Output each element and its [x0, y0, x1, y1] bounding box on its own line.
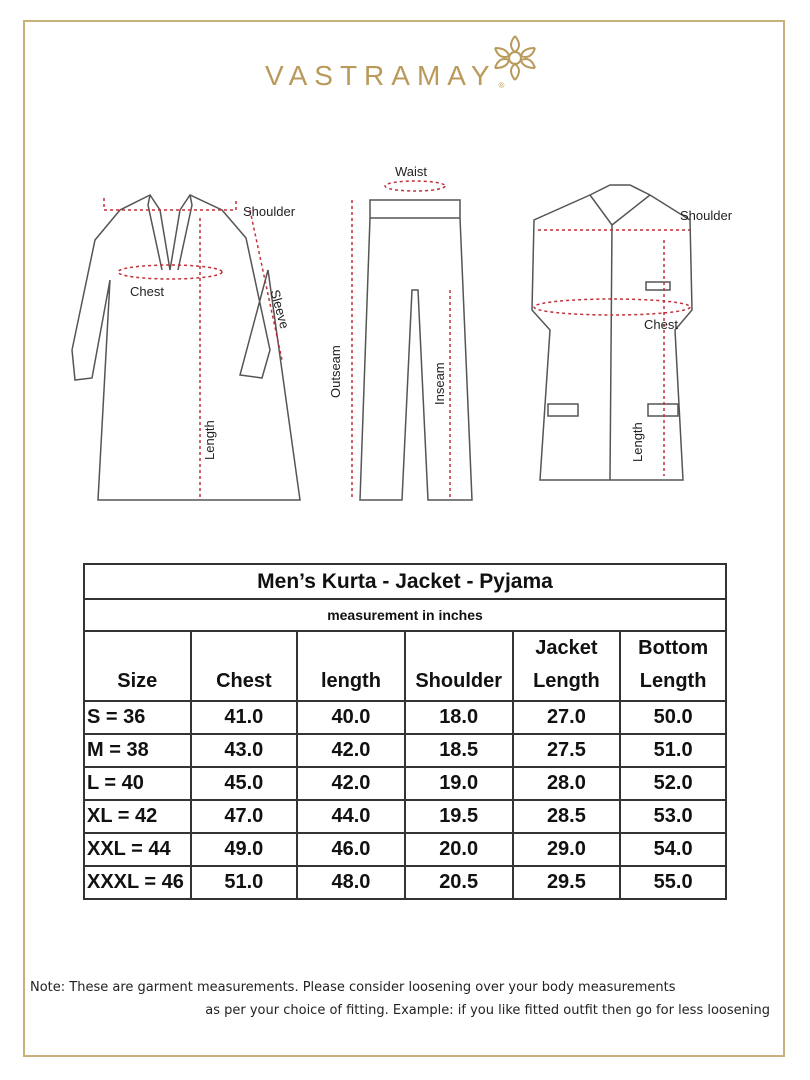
column-header-line: Shoulder: [415, 670, 502, 692]
size-cell: XXL = 44: [83, 832, 192, 867]
registered-mark: ®: [498, 81, 505, 90]
table-row: XXL = 44 49.0 46.0 20.0 29.0 54.0: [83, 832, 727, 867]
pyjama-outline: [359, 199, 473, 501]
fitting-note: Note: These are garment measurements. Pl…: [30, 976, 770, 1022]
column-header: Size: [83, 630, 192, 702]
column-header-line: Chest: [216, 670, 272, 692]
measurement-cell: 50.0: [619, 700, 727, 735]
table-title: Men’s Kurta - Jacket - Pyjama: [83, 563, 727, 600]
measurement-cell: 49.0: [189, 832, 299, 867]
measurement-cell: 20.5: [403, 865, 514, 900]
measurement-cell: 55.0: [619, 865, 727, 900]
jacket-length-label: Length: [630, 422, 645, 462]
column-header: Jacket Length: [511, 630, 622, 702]
table-row: S = 36 41.0 40.0 18.0 27.0 50.0: [83, 700, 727, 735]
brand-logo-group: VASTRAMAY ®: [265, 60, 504, 92]
table-row: L = 40 45.0 42.0 19.0 28.0 52.0: [83, 766, 727, 801]
measurement-cell: 29.0: [511, 832, 622, 867]
column-header-line: [406, 632, 512, 665]
column-header: Shoulder: [403, 630, 514, 702]
size-table: Men’s Kurta - Jacket - Pyjama measuremen…: [83, 563, 727, 900]
pyjama-waist-label: Waist: [395, 164, 428, 179]
measurement-cell: 45.0: [189, 766, 299, 801]
size-cell: S = 36: [83, 700, 192, 735]
column-header: Bottom Length: [619, 630, 727, 702]
table-row: XL = 42 47.0 44.0 19.5 28.5 53.0: [83, 799, 727, 834]
measurement-cell: 40.0: [296, 700, 406, 735]
measurement-cell: 19.5: [403, 799, 514, 834]
brand-logo: VASTRAMAY: [265, 60, 497, 91]
table-row: M = 38 43.0 42.0 18.5 27.5 51.0: [83, 733, 727, 768]
garment-diagrams: [71, 180, 693, 501]
measurement-cell: 41.0: [189, 700, 299, 735]
measurement-cell: 43.0: [189, 733, 299, 768]
measurement-cell: 52.0: [619, 766, 727, 801]
measurement-cell: 28.5: [511, 799, 622, 834]
column-header-line: Bottom: [638, 637, 709, 659]
pyjama-measure-lines: [351, 180, 451, 500]
size-cell: M = 38: [83, 733, 192, 768]
measurement-cell: 20.0: [403, 832, 514, 867]
kurta-length-label: Length: [202, 420, 217, 460]
measurement-cell: 48.0: [296, 865, 406, 900]
measurement-cell: 27.0: [511, 700, 622, 735]
jacket-shoulder-label: Shoulder: [680, 208, 733, 223]
measurement-cell: 54.0: [619, 832, 727, 867]
column-header-line: Length: [533, 670, 600, 692]
size-cell: XXXL = 46: [83, 865, 192, 900]
gold-frame: [23, 20, 785, 1057]
logo-flower-icon: [494, 35, 536, 81]
column-header-line: [298, 632, 404, 665]
pyjama-outseam-label: Outseam: [328, 345, 343, 398]
column-header-line: [192, 632, 297, 665]
measurement-cell: 19.0: [403, 766, 514, 801]
note-line-1: Note: These are garment measurements. Pl…: [30, 980, 676, 995]
pyjama-inseam-label: Inseam: [432, 362, 447, 405]
measurement-cell: 42.0: [296, 733, 406, 768]
size-cell: XL = 42: [83, 799, 192, 834]
size-cell: L = 40: [83, 766, 192, 801]
measurement-cell: 29.5: [511, 865, 622, 900]
kurta-outline: [71, 194, 301, 501]
measurement-cell: 28.0: [511, 766, 622, 801]
measurement-cell: 51.0: [189, 865, 299, 900]
column-header-line: Jacket: [535, 637, 598, 659]
column-header: Chest: [189, 630, 299, 702]
table-subtitle: measurement in inches: [83, 598, 727, 632]
kurta-shoulder-label: Shoulder: [243, 204, 296, 219]
measurement-cell: 27.5: [511, 733, 622, 768]
kurta-measure-lines: [103, 198, 283, 500]
table-header-row: Size Chest length Shoulder Jacket Length Botto…: [83, 630, 727, 702]
note-line-2: as per your choice of fitting. Example: …: [205, 1003, 770, 1018]
measurement-cell: 18.0: [403, 700, 514, 735]
measurement-cell: 53.0: [619, 799, 727, 834]
column-header-line: Size: [117, 670, 158, 692]
jacket-measure-lines: [533, 229, 691, 476]
measurement-cell: 46.0: [296, 832, 406, 867]
table-row: XXXL = 46 51.0 48.0 20.5 29.5 55.0: [83, 865, 727, 900]
column-header: length: [296, 630, 406, 702]
kurta-chest-label: Chest: [130, 284, 164, 299]
measurement-cell: 42.0: [296, 766, 406, 801]
column-header-line: length: [320, 670, 381, 692]
jacket-chest-label: Chest: [644, 317, 678, 332]
measurement-cell: 47.0: [189, 799, 299, 834]
measurement-cell: 18.5: [403, 733, 514, 768]
measurement-cell: 44.0: [296, 799, 406, 834]
column-header-line: Length: [639, 670, 707, 692]
jacket-outline: [531, 184, 693, 481]
column-header-line: [85, 632, 190, 665]
measurement-cell: 51.0: [619, 733, 727, 768]
